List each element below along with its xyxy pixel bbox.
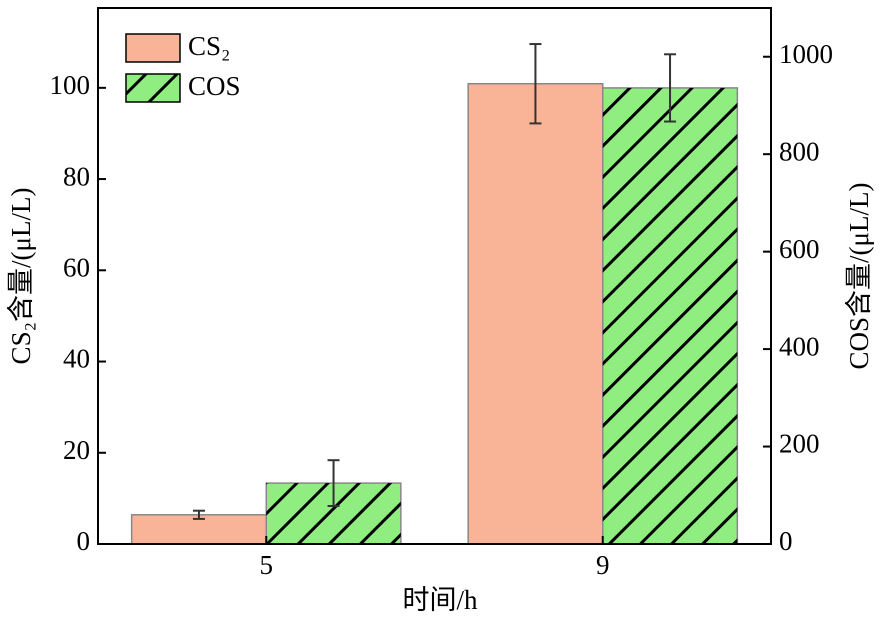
y-tick-label: 60 [63, 253, 90, 283]
x-axis-label: 时间/h [402, 585, 478, 615]
bar [467, 82, 604, 545]
y2-tick-label: 0 [779, 526, 793, 556]
bar-hatch [602, 87, 738, 545]
y2-axis-label: COS含量/(μL/L) [844, 183, 874, 370]
y-tick-label: 80 [63, 161, 90, 191]
error-bar [327, 459, 340, 507]
legend-swatch-hatch [126, 74, 180, 102]
error-bar [664, 53, 677, 123]
y2-tick-label: 200 [779, 429, 820, 459]
y2-tick-label: 1000 [779, 39, 833, 69]
legend-label: COS [188, 71, 241, 101]
y-tick-label: 40 [63, 344, 90, 374]
legend-swatch [125, 33, 181, 63]
y-tick-label: 100 [50, 70, 91, 100]
legend-label: CS₂ [188, 31, 230, 61]
y2-tick-label: 600 [779, 234, 820, 264]
x-tick-label: 5 [260, 550, 274, 580]
y2-tick-label: 800 [779, 136, 820, 166]
error-bar [529, 43, 542, 125]
y2-tick-label: 400 [779, 331, 820, 361]
error-bar [192, 509, 205, 520]
y-axis-label: CS₂含量/(μL/L) [6, 188, 36, 365]
y-tick-label: 20 [63, 435, 90, 465]
plot-frame [97, 7, 772, 545]
y-tick-label: 0 [77, 526, 91, 556]
x-tick-label: 9 [596, 550, 610, 580]
